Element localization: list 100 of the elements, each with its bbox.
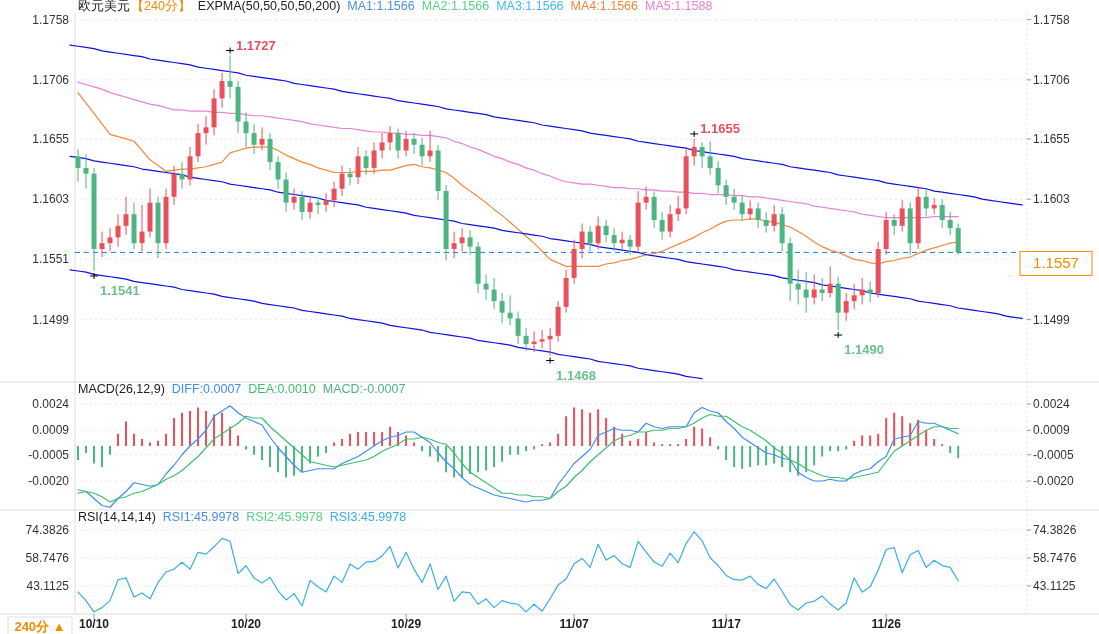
candlestick (643, 185, 649, 211)
candlestick (139, 204, 145, 252)
candlestick (467, 229, 473, 256)
candlestick (379, 132, 385, 160)
bar (589, 412, 592, 446)
chart-title: 欧元美元 (78, 0, 130, 13)
candlestick (107, 227, 113, 252)
bar (373, 432, 376, 446)
candlestick (811, 273, 817, 306)
bar (237, 435, 240, 446)
bar (597, 409, 600, 446)
candlestick (75, 148, 81, 183)
series-label: DIFF:0.0007 (171, 382, 242, 396)
bar (469, 446, 472, 474)
bar (325, 446, 328, 453)
bar (181, 412, 184, 446)
candlestick (899, 199, 905, 233)
bar (133, 433, 136, 446)
bar (829, 446, 832, 452)
candlestick (123, 196, 129, 236)
bar (197, 407, 200, 446)
candlestick (939, 198, 945, 229)
candlestick (203, 115, 209, 146)
bar (557, 433, 560, 446)
candlestick (83, 153, 89, 190)
candlestick (283, 172, 289, 213)
bar (749, 446, 752, 467)
bar (517, 446, 520, 455)
bar (269, 446, 272, 467)
candlestick (691, 138, 697, 167)
bar (901, 416, 904, 446)
candlestick (195, 123, 201, 163)
bar (389, 426, 392, 446)
bar (85, 446, 87, 453)
bar (125, 421, 128, 446)
candlestick (411, 132, 417, 155)
bar (757, 446, 760, 466)
candlestick (451, 231, 457, 259)
bar (501, 446, 504, 462)
text: MACD:-0.0007 (322, 382, 406, 396)
y2-tick-label: 58.7476 (1033, 550, 1077, 565)
candlestick (387, 125, 393, 152)
series-label: DEA:0.0010 (248, 382, 316, 396)
y-tick-label: -0.0020 (28, 474, 70, 488)
legend-label: RSI1:45.9978 (162, 510, 240, 524)
candlestick (771, 204, 777, 233)
bar (173, 418, 176, 446)
candlestick (291, 188, 297, 211)
bar (261, 446, 264, 460)
bar (189, 411, 192, 446)
y2-tick-label: 1.1706 (1033, 72, 1071, 87)
candlestick (739, 195, 745, 222)
y2-tick-label: 43.1125 (1033, 578, 1076, 593)
candlestick (667, 204, 673, 238)
bar (205, 411, 208, 446)
y2-tick-label: -0.0020 (1033, 474, 1075, 488)
candlestick (331, 181, 337, 208)
bar (277, 446, 280, 473)
bar (957, 446, 960, 459)
candlestick (627, 234, 633, 256)
y-tick-label: 0.0024 (32, 397, 70, 411)
candlestick (371, 141, 377, 175)
candlestick (171, 165, 177, 206)
bar (157, 440, 160, 446)
annotation: 1.1490 (844, 342, 884, 358)
bar (117, 433, 120, 446)
bar (933, 439, 936, 446)
bar (581, 409, 584, 446)
y-tick-label: 58.7476 (25, 550, 70, 565)
candlestick (723, 178, 729, 206)
bar (493, 446, 496, 467)
candlestick (659, 211, 665, 241)
candlestick (307, 195, 313, 220)
bar (685, 439, 688, 446)
bar (813, 446, 816, 466)
candlestick (115, 213, 121, 248)
bar (629, 440, 632, 446)
bar (797, 446, 800, 476)
text: MA5:1.1588 (645, 0, 713, 13)
x-tick-label: 10/20 (231, 617, 262, 631)
bar (341, 439, 344, 446)
bar (861, 435, 864, 446)
candlestick (587, 225, 593, 252)
bar (837, 446, 840, 452)
candlestick (539, 329, 545, 350)
y2-tick-label: 1.1603 (1033, 192, 1071, 207)
candlestick (891, 213, 897, 236)
y2-tick-label: 0.0024 (1033, 397, 1071, 411)
bar (869, 435, 872, 446)
candlestick (363, 150, 369, 176)
legend-title: EXPMA(50,50,50,50,200) (197, 0, 341, 13)
candlestick (483, 273, 489, 301)
candlestick (603, 219, 609, 243)
bar (805, 446, 808, 473)
line-series (77, 92, 959, 267)
y2-tick-label: 74.3826 (1033, 523, 1077, 537)
candlestick (851, 283, 857, 310)
x-tick-label: 11/07 (559, 617, 590, 631)
candlestick (187, 146, 193, 186)
y-tick-label: 43.1125 (26, 578, 70, 593)
